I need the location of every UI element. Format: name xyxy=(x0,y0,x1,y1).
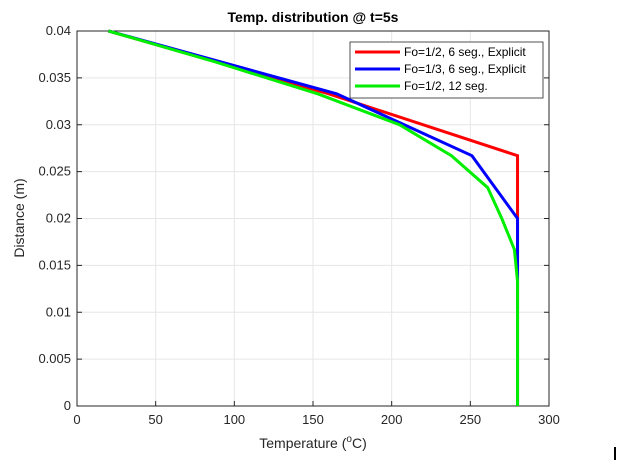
x-tick-label: 250 xyxy=(459,412,481,427)
y-tick-label: 0.015 xyxy=(38,257,71,272)
y-axis-label: Distance (m) xyxy=(11,178,27,257)
x-tick-label: 50 xyxy=(148,412,162,427)
y-tick-label: 0.02 xyxy=(46,211,71,226)
x-tick-label: 0 xyxy=(73,412,80,427)
text-cursor xyxy=(614,447,616,460)
legend-label-1: Fo=1/2, 6 seg., Explicit xyxy=(404,45,526,59)
chart-title: Temp. distribution @ t=5s xyxy=(228,9,399,25)
y-tick-label: 0.01 xyxy=(46,304,71,319)
x-tick-label: 200 xyxy=(381,412,403,427)
y-tick-label: 0 xyxy=(64,398,71,413)
y-tick-label: 0.035 xyxy=(38,70,71,85)
x-tick-label: 150 xyxy=(302,412,324,427)
legend-label-2: Fo=1/3, 6 seg., Explicit xyxy=(404,62,526,76)
series-line-3 xyxy=(108,29,520,406)
legend: Fo=1/2, 6 seg., Explicit Fo=1/3, 6 seg., … xyxy=(349,41,544,99)
x-tick-label: 300 xyxy=(538,412,560,427)
y-tick-label: 0.025 xyxy=(38,164,71,179)
y-tick-label: 0.04 xyxy=(46,23,71,38)
legend-label-3: Fo=1/2, 12 seg. xyxy=(404,79,488,93)
y-tick-label: 0.03 xyxy=(46,117,71,132)
x-axis-label: Temperature (oC) xyxy=(259,434,367,451)
x-tick-label: 100 xyxy=(223,412,245,427)
y-tick-label: 0.005 xyxy=(38,351,71,366)
